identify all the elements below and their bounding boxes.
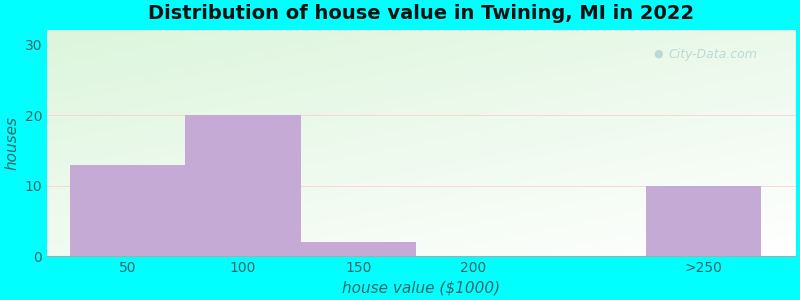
Bar bbox=[301, 242, 416, 256]
Bar bbox=[186, 115, 301, 256]
Y-axis label: houses: houses bbox=[4, 116, 19, 170]
Text: City-Data.com: City-Data.com bbox=[669, 48, 758, 62]
Title: Distribution of house value in Twining, MI in 2022: Distribution of house value in Twining, … bbox=[149, 4, 694, 23]
Text: ●: ● bbox=[654, 48, 663, 59]
Bar bbox=[70, 164, 186, 256]
Bar bbox=[646, 186, 762, 256]
X-axis label: house value ($1000): house value ($1000) bbox=[342, 281, 501, 296]
